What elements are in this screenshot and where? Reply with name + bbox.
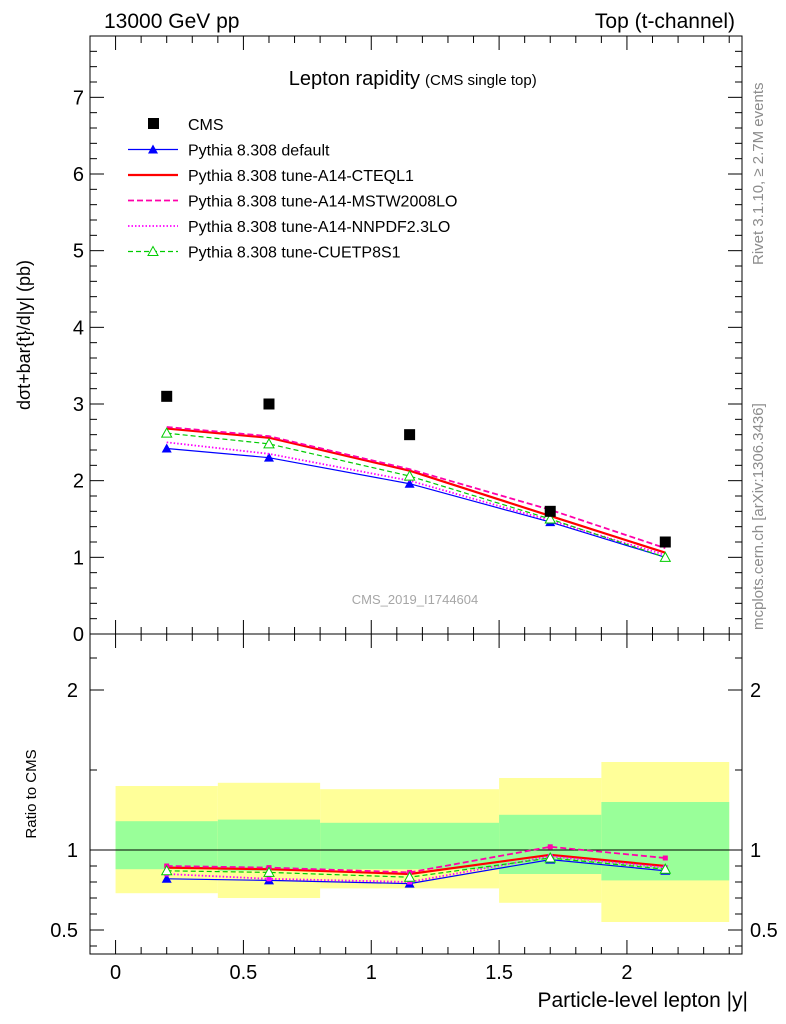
series-0-marker <box>404 478 415 488</box>
legend-cms-marker <box>148 118 159 129</box>
main-axes: 0 1 2 3 4 5 6 7 <box>73 35 742 646</box>
y-tick-label: 6 <box>73 164 84 186</box>
ratio-marker <box>659 863 672 874</box>
series-4-marker <box>403 470 416 481</box>
y-tick-label: 0 <box>73 624 84 646</box>
x-tick-label: 0 <box>110 962 121 984</box>
inner-band <box>115 821 218 870</box>
series-line-0 <box>166 447 666 558</box>
series-4-marker <box>544 512 557 524</box>
ratio-marker <box>544 851 557 863</box>
series-4-marker <box>263 437 275 449</box>
x-tick-label: 2 <box>621 962 632 984</box>
ratio-point <box>266 876 272 882</box>
ratio-line-2 <box>166 845 666 874</box>
series-0-marker <box>161 443 172 453</box>
header-left: 13000 GeV pp <box>104 10 239 33</box>
y-tick-label: 2 <box>73 471 84 493</box>
uncertainty-bands <box>115 762 730 922</box>
ratio-y-tick-label-right: 1 <box>750 840 761 862</box>
y-tick-label: 5 <box>73 241 84 263</box>
main-panel: Lepton rapidity (CMS single top) CMS_201… <box>14 35 743 646</box>
ratio-point <box>407 879 413 885</box>
legend-label: Pythia 8.308 tune-A14-MSTW2008LO <box>188 194 457 211</box>
ratio-marker <box>403 871 416 882</box>
series-line-4 <box>166 432 666 558</box>
cms-data-point <box>404 429 416 441</box>
legend-label: Pythia 8.308 tune-A14-NNPDF2.3LO <box>188 219 450 236</box>
ratio-point <box>662 855 668 861</box>
ratio-y-tick-label: 0.5 <box>50 920 78 942</box>
y-tick-label: 1 <box>73 547 84 569</box>
series-4-marker <box>160 427 173 438</box>
ratio-series <box>160 844 672 888</box>
mcplots-label: mcplots.cern.ch [arXiv:1306.3436] <box>750 403 767 630</box>
ratio-marker <box>263 866 275 877</box>
y-tick-label: 7 <box>73 87 84 109</box>
ratio-panel: Ratio to CMS Particle-level lepton |y| 0… <box>23 633 778 1012</box>
series-4-marker <box>659 551 672 562</box>
cms-data-point <box>161 390 173 402</box>
x-axis-label: Particle-level lepton |y| <box>537 989 748 1012</box>
header-right: Top (t-channel) <box>595 10 735 33</box>
series-line-2 <box>166 426 666 549</box>
ratio-axis-label: Ratio to CMS <box>23 749 40 838</box>
inner-band <box>320 822 500 870</box>
chart-subtitle: (CMS single top) <box>425 72 537 89</box>
ratio-frame <box>89 633 743 955</box>
legend-label: Pythia 8.308 tune-CUETP8S1 <box>188 245 401 262</box>
legend-marker <box>147 245 159 256</box>
ratio-line-3 <box>166 855 666 883</box>
series-0-marker <box>263 452 274 462</box>
ratio-y-tick-label: 2 <box>67 680 78 702</box>
y-axis-label: dσt+bar{t}/d|y| (pb) <box>14 260 34 410</box>
y-tick-label: 4 <box>73 317 84 339</box>
rivet-label: Rivet 3.1.10, ≥ 2.7M events <box>750 83 767 266</box>
legend-marker <box>148 144 158 154</box>
x-tick-label: 0.5 <box>230 962 258 984</box>
ratio-point <box>547 844 553 850</box>
y-tick-label: 3 <box>73 394 84 416</box>
x-tick-label: 1.5 <box>485 962 513 984</box>
legend-label: CMS <box>188 117 224 134</box>
chart-title: Lepton rapidity <box>289 68 420 90</box>
legend: CMS Pythia 8.308 default Pythia 8.308 tune… <box>128 117 457 262</box>
ratio-marker <box>160 864 173 876</box>
cms-data-point <box>659 536 671 548</box>
ratio-y-tick-label: 1 <box>67 840 78 862</box>
cms-data-point <box>263 398 275 410</box>
main-series <box>160 390 672 562</box>
legend-label: Pythia 8.308 tune-A14-CTEQL1 <box>188 168 414 185</box>
ratio-y-tick-label-right: 0.5 <box>750 920 778 942</box>
ratio-y-tick-label-right: 2 <box>750 680 761 702</box>
ratio-axes: 0.5 0.5 1 1 2 2 0 0.5 1 1.5 2 <box>50 634 778 984</box>
analysis-watermark: CMS_2019_I1744604 <box>352 592 479 607</box>
series-line-3 <box>166 441 666 556</box>
legend-label: Pythia 8.308 default <box>188 143 330 160</box>
ratio-marker <box>161 873 172 883</box>
x-tick-label: 1 <box>366 962 377 984</box>
cms-data-point <box>544 505 556 517</box>
inner-band <box>217 819 321 871</box>
